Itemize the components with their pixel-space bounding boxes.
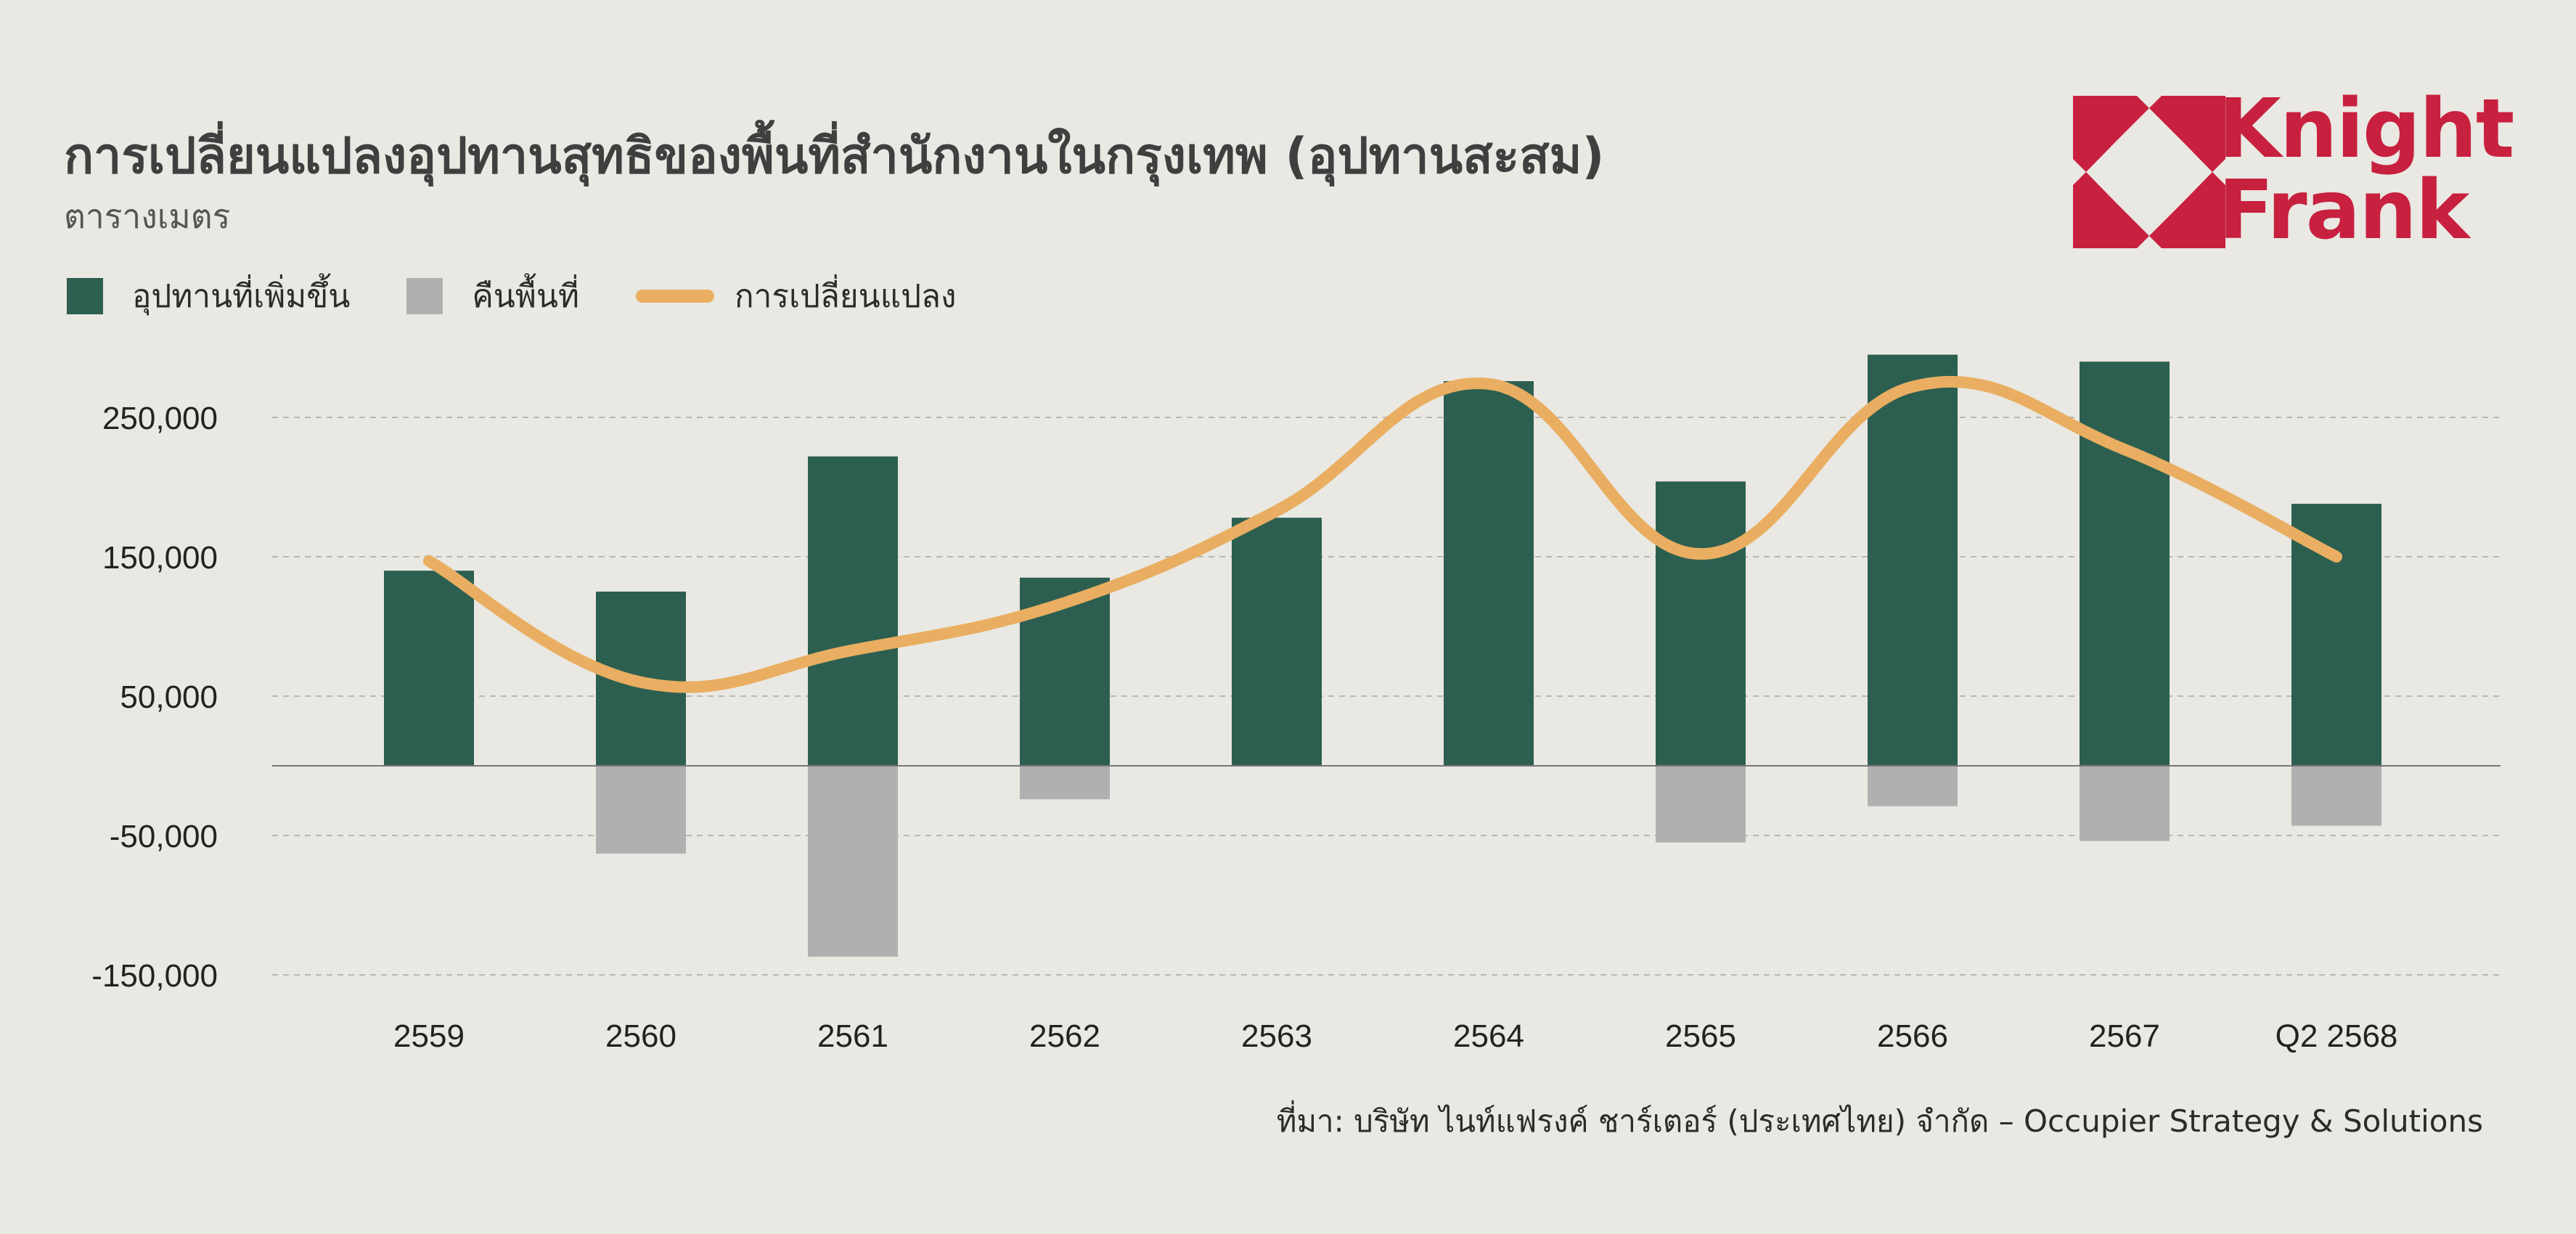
bar-supply <box>1656 481 1746 766</box>
bar-supply <box>1444 381 1534 766</box>
logo-mark-piece <box>2149 172 2225 248</box>
legend-swatch-withdrawal <box>406 278 443 314</box>
x-tick-label: 2564 <box>1453 1018 1524 1054</box>
x-tick-label: 2567 <box>2089 1018 2160 1054</box>
y-tick-label: 50,000 <box>120 679 218 715</box>
logo-mark-piece <box>2073 172 2149 248</box>
x-tick-label: 2559 <box>393 1018 465 1054</box>
y-tick-label: -150,000 <box>91 958 218 994</box>
bar-supply <box>1232 518 1322 766</box>
series-line-change <box>423 375 2342 693</box>
legend-item-change: การเปลี่ยนแปลง <box>635 271 957 322</box>
bar-supply <box>1868 354 1958 767</box>
bar-withdrawal <box>1020 766 1110 800</box>
legend-item-withdrawal: คืนพื้นที่ <box>406 271 579 322</box>
legend: อุปทานที่เพิ่มขึ้น คืนพื้นที่ การเปลี่ยน… <box>67 274 1013 318</box>
x-tick-label: 2565 <box>1665 1018 1736 1054</box>
bar-withdrawal <box>1868 766 1958 806</box>
x-tick-label: 2561 <box>817 1018 888 1054</box>
y-tick-label: 250,000 <box>102 401 218 436</box>
y-tick-label: 150,000 <box>102 540 218 576</box>
legend-label-withdrawal: คืนพื้นที่ <box>472 278 579 315</box>
bar-withdrawal <box>808 766 898 957</box>
x-tick-label: 2563 <box>1241 1018 1312 1054</box>
legend-label-change: การเปลี่ยนแปลง <box>734 278 957 315</box>
logo-wordmark: Knight Frank <box>2218 82 2514 258</box>
bar-supply <box>384 571 474 766</box>
knight-frank-logo: Knight Frank <box>2073 89 2514 254</box>
legend-item-supply: อุปทานที่เพิ่มขึ้น <box>67 271 350 322</box>
bar-supply <box>2291 504 2381 766</box>
legend-swatch-supply <box>67 278 103 314</box>
bar-withdrawal <box>2291 766 2381 826</box>
logo-word-frank: Frank <box>2218 163 2469 258</box>
bar-supply <box>808 456 898 766</box>
bar-supply <box>2080 361 2170 766</box>
logo-mark-piece <box>2073 96 2149 172</box>
bar-withdrawal <box>2080 766 2170 841</box>
x-tick-label: 2562 <box>1029 1018 1100 1054</box>
logo-word-knight: Knight <box>2218 82 2514 176</box>
bar-withdrawal <box>596 766 686 854</box>
logo-mark-piece <box>2149 96 2225 172</box>
bar-withdrawal <box>1656 766 1746 843</box>
chart-subtitle: ตารางเมตร <box>64 197 231 236</box>
x-tick-label: 2560 <box>605 1018 676 1054</box>
source-note: ที่มา: บริษัท ไนท์แฟรงค์ ชาร์เตอร์ (ประเ… <box>1276 1103 2483 1139</box>
legend-swatch-change <box>635 290 714 303</box>
legend-label-supply: อุปทานที่เพิ่มขึ้น <box>132 278 351 315</box>
y-tick-label: -50,000 <box>110 819 218 854</box>
knight-frank-diamond-icon <box>2073 96 2225 248</box>
chart-title: การเปลี่ยนแปลงอุปทานสุทธิของพื้นที่สำนัก… <box>64 128 1605 185</box>
x-tick-label: Q2 2568 <box>2276 1018 2398 1054</box>
x-tick-label: 2566 <box>1877 1018 1948 1054</box>
